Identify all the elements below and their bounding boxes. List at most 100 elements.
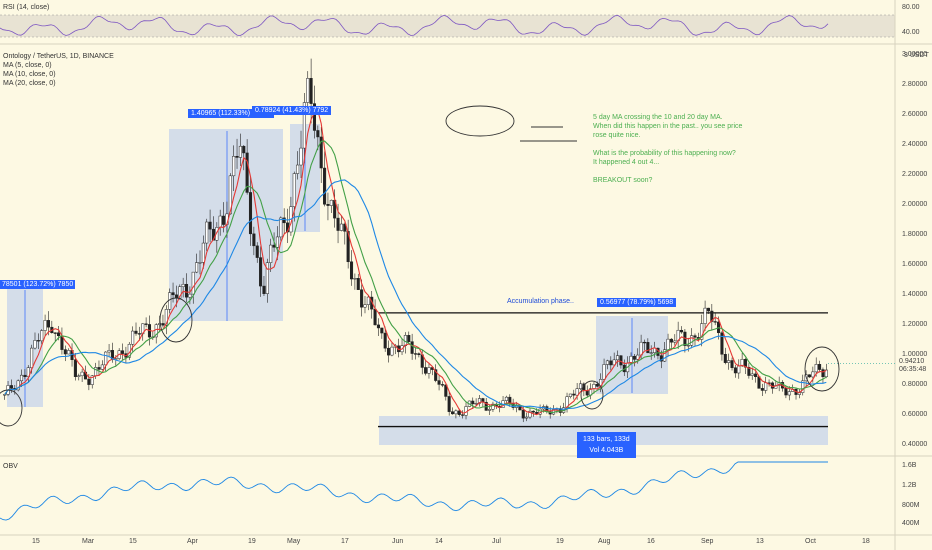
candle-body <box>53 332 57 334</box>
note-line-3: rose quite nice. <box>593 132 641 139</box>
candle-body <box>259 257 263 287</box>
candle-body <box>269 244 273 263</box>
price-tick-1: 2.80000 <box>902 81 928 89</box>
candle-body <box>245 152 249 193</box>
candle-body <box>302 102 306 149</box>
circle-mark-1 <box>0 389 23 427</box>
note-line-6: It happened 4 out 4... <box>593 159 660 166</box>
candle-body <box>23 374 27 378</box>
candle-body <box>424 367 428 374</box>
candle-body <box>814 364 818 373</box>
candle-body <box>488 409 492 411</box>
candle-body <box>700 323 704 340</box>
candle-body <box>730 360 734 368</box>
time-tick-5: May <box>287 538 301 545</box>
candle-body <box>191 271 195 295</box>
candle-body <box>572 393 576 396</box>
candle-body <box>168 292 172 310</box>
range-info-box: 133 bars, 133d Vol 4.043B <box>577 432 636 458</box>
time-tick-15: Oct <box>805 538 816 545</box>
candle-body <box>238 145 242 158</box>
candle-body <box>437 380 441 385</box>
time-tick-8: 14 <box>435 538 443 545</box>
note-line-5: What is the probability of this happenin… <box>593 150 736 157</box>
candle-body <box>733 367 737 374</box>
candle-body <box>262 285 266 294</box>
candle-body <box>121 350 125 354</box>
candle-body <box>471 400 475 405</box>
time-tick-0: 15 <box>32 538 40 545</box>
ma20-legend[interactable]: MA (20, close, 0) <box>3 80 56 87</box>
measure-label-4: 0.56977 (78.79%) 5698 <box>597 298 677 307</box>
candle-body <box>188 293 192 298</box>
candle-body <box>646 342 650 354</box>
obv-tick-3: 800M <box>902 502 920 509</box>
note-text: 5 day MA crossing the 10 and 20 day MA. … <box>593 113 742 185</box>
time-tick-1: Mar <box>82 538 95 545</box>
candle-body <box>807 374 812 378</box>
candle-body <box>336 217 340 231</box>
candle-body <box>619 355 623 366</box>
candle-body <box>3 394 7 396</box>
candle-body <box>201 242 205 263</box>
candle-body <box>158 323 162 325</box>
candle-body <box>703 307 707 324</box>
candle-body <box>387 347 391 356</box>
candle-body <box>57 332 61 337</box>
ma5-legend[interactable]: MA (5, close, 0) <box>3 62 52 69</box>
symbol-title[interactable]: Ontology / TetherUS, 1D, BINANCE <box>3 53 114 60</box>
candle-body <box>356 278 360 290</box>
candle-body <box>46 320 50 328</box>
candle-body <box>349 261 354 280</box>
candle-body <box>376 324 380 329</box>
candle-body <box>366 296 370 305</box>
candle-body <box>727 360 731 363</box>
candle-body <box>754 373 758 377</box>
price-tick-2: 2.60000 <box>902 111 928 119</box>
price-tick-3: 2.40000 <box>902 141 928 149</box>
candle-body <box>521 409 525 419</box>
candle-body <box>602 364 606 380</box>
candle-body <box>390 346 394 356</box>
candle-body <box>528 410 532 418</box>
candle-body <box>531 410 535 413</box>
candle-body <box>410 341 414 354</box>
candle-body <box>80 371 84 377</box>
candle-body <box>706 307 710 312</box>
candle-body <box>30 347 34 368</box>
time-tick-7: Jun <box>392 538 404 545</box>
candle-body <box>639 341 643 356</box>
price-tick-5: 2.00000 <box>902 201 928 209</box>
candle-body <box>40 330 44 342</box>
candle-body <box>205 221 209 244</box>
candle-body <box>67 350 71 355</box>
time-tick-16: 18 <box>862 538 870 545</box>
candle-body <box>632 355 636 360</box>
candle-body <box>642 341 647 344</box>
candle-body <box>164 309 168 326</box>
candle-body <box>504 396 508 401</box>
candle-body <box>461 414 465 416</box>
obv-tick-1: 1.6B <box>902 462 917 469</box>
price-tick-0: 3.00000 <box>902 51 928 59</box>
candle-body <box>228 175 232 215</box>
candle-body <box>73 359 77 377</box>
candle-body <box>275 236 279 248</box>
candle-body <box>43 320 47 331</box>
candle-body <box>451 411 455 415</box>
candle-body <box>296 164 300 174</box>
time-tick-9: Jul <box>492 538 501 545</box>
price-tick-12: 0.60000 <box>902 410 928 418</box>
candle-body <box>252 233 256 247</box>
time-tick-13: Sep <box>701 538 714 545</box>
price-tick-6: 1.80000 <box>902 231 928 239</box>
circle-mark-2 <box>159 297 193 343</box>
rsi-line <box>0 14 829 37</box>
time-tick-12: 16 <box>647 538 655 545</box>
candle-body <box>693 335 697 338</box>
candle-body <box>407 335 411 342</box>
candle-body <box>16 380 20 391</box>
obv-title: OBV <box>3 463 18 470</box>
ma10-legend[interactable]: MA (10, close, 0) <box>3 71 56 78</box>
